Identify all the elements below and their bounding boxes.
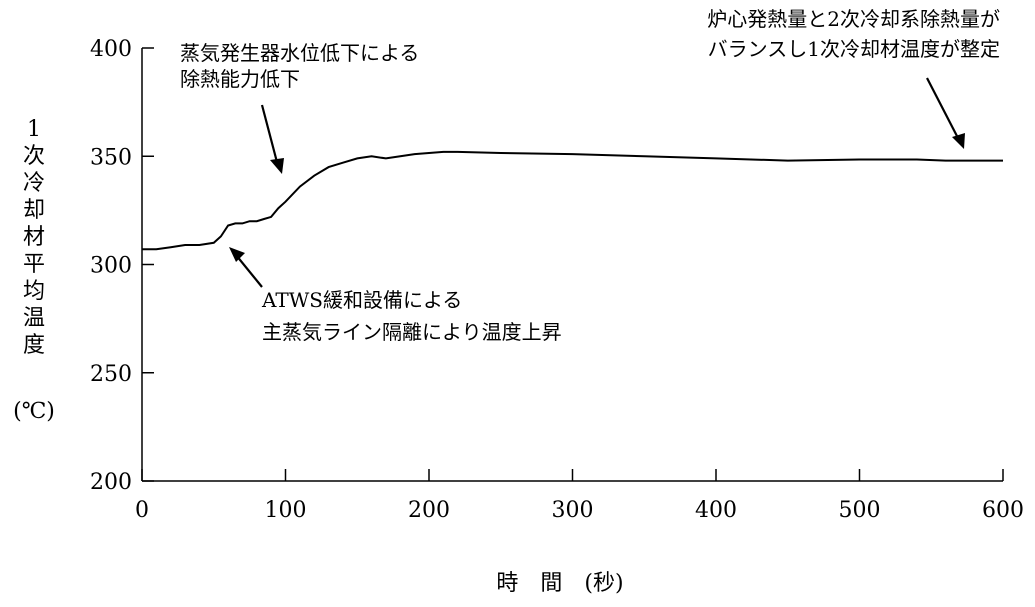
annotation-balance-arrow — [926, 77, 960, 141]
x-tick-label: 600 — [982, 498, 1024, 523]
y-axis-label-char: 冷 — [23, 171, 45, 196]
x-tick-label: 200 — [408, 498, 450, 523]
y-tick-label: 400 — [90, 37, 132, 62]
y-axis-label-char: 次 — [23, 144, 45, 169]
annotation-sg-line1: 蒸気発生器水位低下による — [180, 41, 419, 65]
x-tick-label: 100 — [265, 498, 307, 523]
annotation-atws: ATWS緩和設備による 主蒸気ライン隔離により温度上昇 — [229, 247, 562, 344]
y-axis-label-char: 却 — [23, 198, 45, 223]
y-axis-label-char: 1 — [27, 117, 41, 142]
annotation-balance-line1: 炉心発熱量と2次冷却系除熱量が — [707, 7, 1000, 31]
x-tick-label: 500 — [839, 498, 881, 523]
annotation-atws-arrow — [235, 254, 263, 288]
ticks — [141, 47, 1004, 482]
y-axis-label-char: 度 — [23, 333, 45, 358]
y-axis-label-char: 均 — [23, 279, 45, 304]
x-tick-label: 400 — [695, 498, 737, 523]
y-axis-unit: (℃) — [13, 399, 55, 424]
x-axis-label: 時 間 (秒) — [496, 571, 623, 596]
annotation-atws-line1: ATWS緩和設備による — [261, 288, 462, 312]
annotation-balance: 炉心発熱量と2次冷却系除熱量が バランスし1次冷却材温度が整定 — [707, 7, 1000, 149]
annotation-sg-arrow — [260, 104, 280, 167]
tick-labels: 200 250 300 350 400 0 100 200 300 400 500 600 — [90, 37, 1024, 523]
annotation-balance-arrowhead — [952, 133, 965, 149]
y-axis-label-char: 平 — [23, 252, 45, 277]
annotation-sg: 蒸気発生器水位低下による 除熱能力低下 — [180, 41, 419, 174]
x-tick-label: 300 — [552, 498, 594, 523]
annotation-balance-line2: バランスし1次冷却材温度が整定 — [708, 37, 1000, 61]
y-tick-label: 300 — [90, 254, 132, 279]
series-line — [142, 150, 1003, 251]
x-tick-label: 0 — [135, 498, 149, 523]
annotation-atws-arrowhead — [229, 247, 245, 262]
y-axis-label-char: 温 — [23, 306, 45, 331]
y-tick-label: 350 — [90, 145, 132, 170]
y-tick-label: 250 — [90, 362, 132, 387]
annotation-sg-line2: 除熱能力低下 — [180, 67, 300, 91]
y-tick-label: 200 — [90, 470, 132, 495]
y-axis-label-char: 材 — [23, 225, 45, 250]
annotation-atws-line2: 主蒸気ライン隔離により温度上昇 — [262, 320, 562, 344]
annotation-sg-arrowhead — [270, 158, 284, 174]
